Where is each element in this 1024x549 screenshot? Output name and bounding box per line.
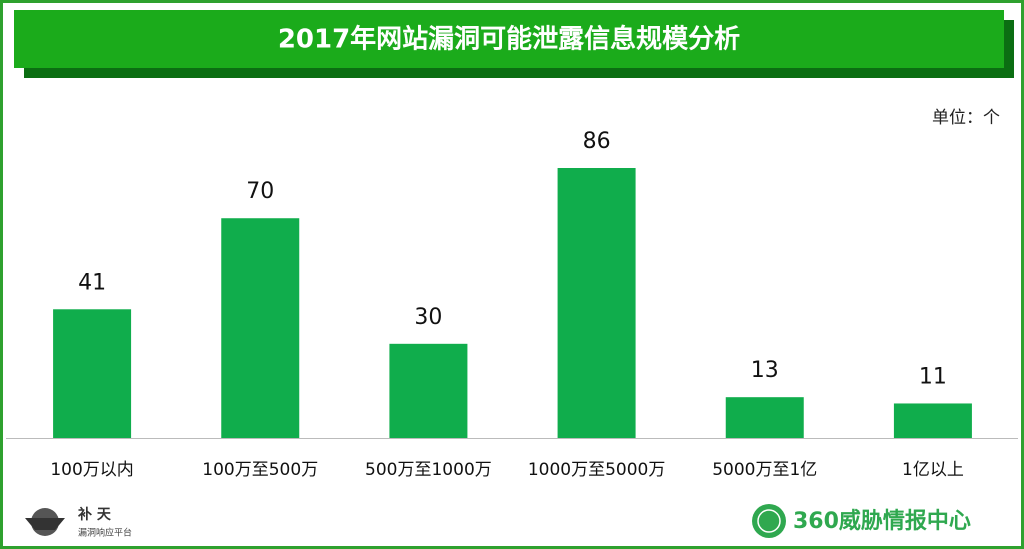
bar — [725, 397, 804, 438]
logo-text: 360威胁情报中心 — [793, 508, 971, 534]
title-banner — [14, 10, 1004, 68]
bar — [893, 403, 972, 438]
value-label: 70 — [246, 179, 274, 204]
x-tick-label: 1亿以上 — [902, 460, 964, 480]
x-tick-label: 100万以内 — [50, 460, 133, 480]
left-logo: 补 天 漏洞响应平台 — [25, 506, 132, 539]
x-tick-label: 100万至500万 — [202, 460, 318, 480]
logo-ring — [757, 509, 781, 533]
chart-title: 2017年网站漏洞可能泄露信息规模分析 — [278, 24, 740, 55]
x-tick-label: 1000万至5000万 — [528, 460, 666, 480]
value-label: 13 — [751, 358, 779, 383]
x-tick-label: 500万至1000万 — [365, 460, 492, 480]
logo-subtitle: 漏洞响应平台 — [78, 527, 132, 539]
logo-wing — [25, 518, 65, 530]
value-label: 30 — [414, 305, 442, 330]
right-logo: 360威胁情报中心 — [752, 504, 971, 538]
bar — [221, 218, 300, 438]
logo-icon — [752, 504, 786, 538]
bar — [557, 168, 636, 438]
bar — [389, 343, 468, 438]
value-label: 41 — [78, 270, 106, 295]
unit-label: 单位：个 — [932, 108, 1000, 128]
value-label: 11 — [919, 364, 947, 389]
value-label: 86 — [583, 129, 611, 154]
logo-title: 补 天 — [77, 506, 112, 523]
bar — [53, 309, 132, 438]
x-tick-label: 5000万至1亿 — [712, 460, 817, 480]
